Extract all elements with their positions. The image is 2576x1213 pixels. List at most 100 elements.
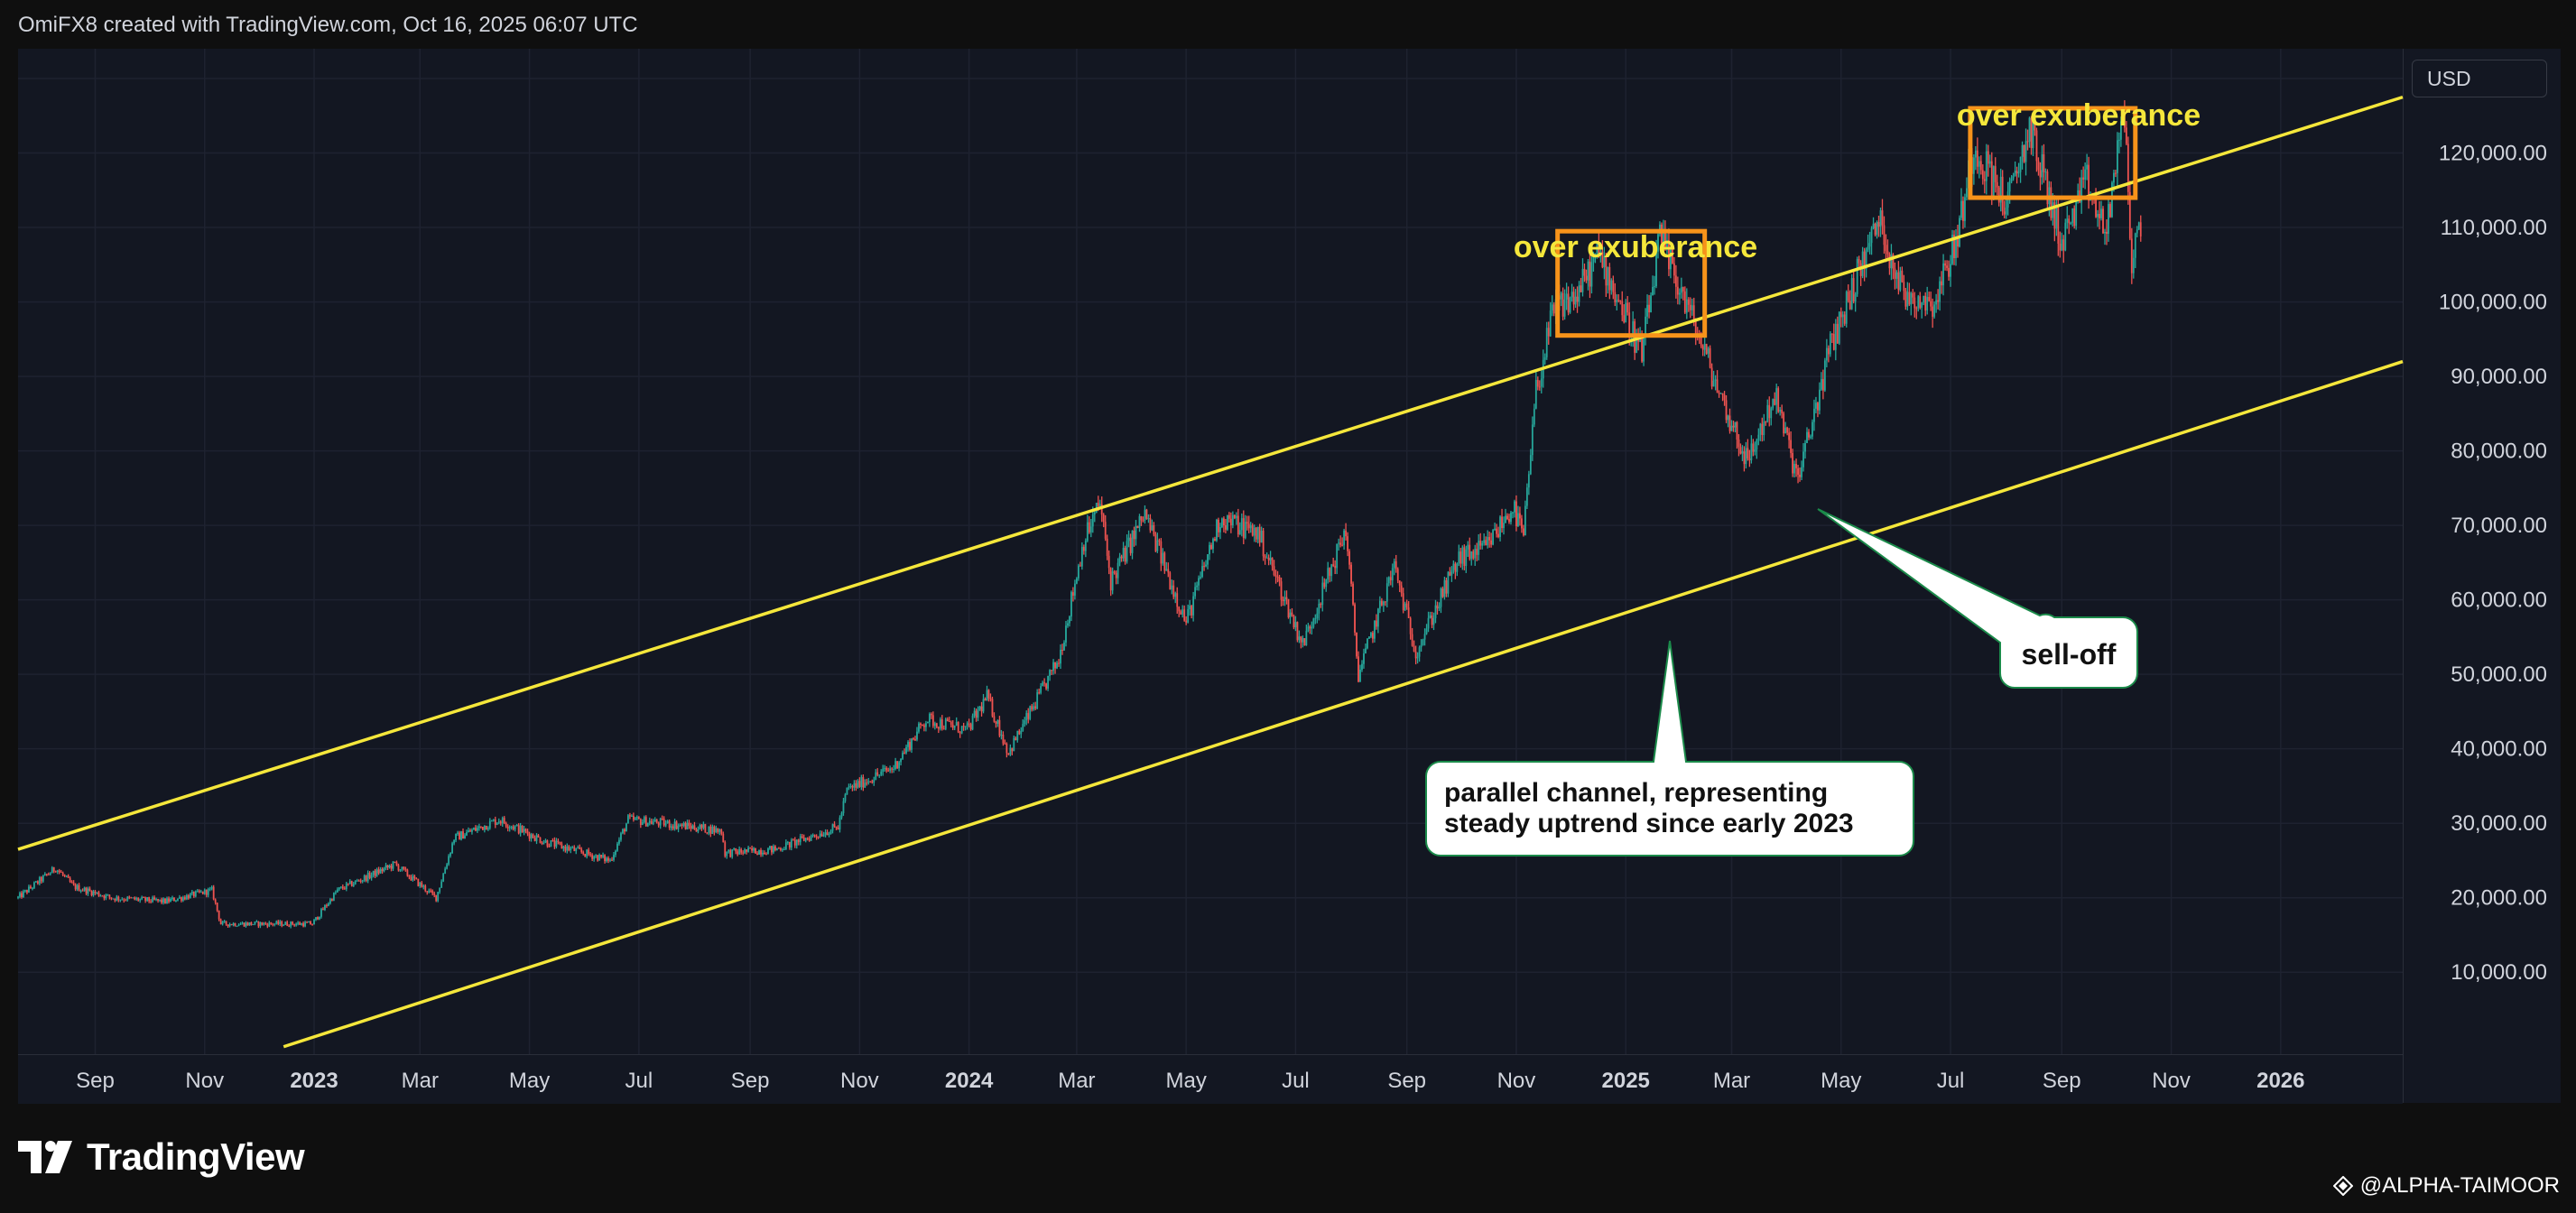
candle-body (820, 833, 823, 837)
candle-body (350, 881, 353, 886)
candle-body (1585, 275, 1588, 281)
candle-body (1361, 663, 1363, 670)
time-tick-label: Sep (1387, 1069, 1426, 1093)
candle-body (2121, 113, 2124, 122)
candle-body (1235, 515, 1237, 519)
candle-body (1223, 518, 1225, 526)
candle-body (1501, 516, 1503, 529)
candle-body (1154, 534, 1157, 551)
time-tick-label: Sep (76, 1069, 115, 1093)
candle-body (501, 818, 504, 824)
candle-body (1736, 421, 1738, 440)
candle-body (1181, 609, 1184, 615)
plot-area[interactable] (18, 49, 2403, 1054)
candle-body (1917, 296, 1920, 309)
candle-body (1219, 527, 1221, 532)
candle-body (773, 846, 774, 853)
candle-body (625, 823, 627, 832)
candle-body (746, 849, 748, 852)
candle-body (893, 769, 895, 771)
candle-body (339, 886, 342, 888)
candle-body (663, 819, 665, 826)
candle-body (485, 825, 487, 830)
candle-body (1710, 367, 1713, 387)
candle-body (2008, 181, 2011, 192)
candle-body (1508, 519, 1510, 523)
candle-body (1981, 170, 1984, 180)
candle-body (1858, 259, 1860, 264)
candle-body (1079, 565, 1081, 567)
candle-body (2130, 238, 2133, 273)
candle-body (1503, 523, 1505, 529)
candle-body (882, 768, 885, 772)
candle-body (853, 782, 856, 788)
candle-body (1829, 333, 1831, 355)
candle-body (1683, 291, 1686, 313)
candle-body (1997, 187, 2000, 203)
candle-body (889, 768, 892, 771)
candle-body (1543, 356, 1546, 360)
channel-line-lower (283, 359, 2404, 1049)
tradingview-logo-text: TradingView (87, 1135, 305, 1178)
candle-body (1194, 587, 1197, 597)
candle-body (1743, 451, 1746, 465)
candle-body (281, 921, 283, 926)
candle-body (2073, 208, 2076, 227)
candle-body (1450, 569, 1453, 576)
candle-body (580, 848, 583, 852)
candle-body (903, 752, 905, 754)
candle-body (1895, 272, 1898, 279)
candle-body (426, 891, 429, 893)
candle-body (510, 826, 513, 828)
candle-body (1196, 585, 1198, 588)
candle-body (413, 875, 416, 879)
candle-body (1728, 415, 1731, 431)
candle-body (1244, 522, 1246, 539)
candle-body (1852, 278, 1855, 302)
candle-body (406, 869, 409, 876)
candle-body (1077, 565, 1080, 579)
candle-body (1334, 565, 1337, 569)
candle-body (72, 882, 75, 885)
candle-body (304, 921, 306, 927)
candle-body (283, 924, 285, 926)
candle-body (348, 881, 351, 884)
candle-body (1249, 525, 1252, 529)
candle-body (939, 719, 941, 729)
candle-body (562, 846, 565, 849)
candle-body (1384, 601, 1386, 603)
candle-body (245, 922, 247, 927)
price-axis[interactable] (2403, 49, 2561, 1103)
candle-body (1540, 378, 1543, 387)
candle-body (1730, 425, 1733, 431)
candle-body (1434, 605, 1437, 618)
candle-body (1311, 626, 1313, 629)
candle-body (198, 890, 200, 893)
candle-body (589, 854, 592, 856)
candle-body (1104, 522, 1107, 539)
candle-body (792, 839, 794, 841)
candle-body (1438, 606, 1441, 609)
candle-body (1623, 315, 1626, 323)
candle-body (1385, 583, 1388, 602)
candle-body (1240, 518, 1243, 531)
channel-line-upper (17, 95, 2404, 851)
candle-body (1795, 463, 1797, 468)
candle-body (107, 894, 109, 896)
candle-body (1255, 527, 1257, 540)
candle-body (1171, 585, 1173, 589)
currency-selector[interactable]: USD (2412, 60, 2547, 97)
candle-body (747, 847, 750, 852)
candle-body (210, 886, 213, 889)
candle-body (1850, 278, 1853, 310)
candle-body (1761, 423, 1764, 436)
time-axis[interactable] (18, 1054, 2403, 1104)
candle-body (221, 921, 224, 925)
candle-body (1348, 551, 1350, 565)
candle-body (1276, 576, 1279, 578)
candle-body (891, 768, 894, 770)
candle-body (849, 785, 852, 787)
candle-body (261, 921, 264, 925)
candle-body (1904, 291, 1907, 307)
candle-body (1673, 263, 1675, 276)
